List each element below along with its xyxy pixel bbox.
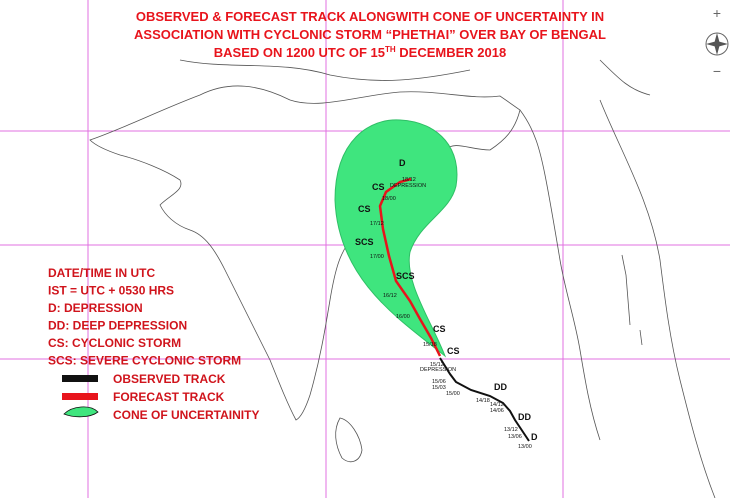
- title-line: BASED ON 1200 UTC OF 15TH DECEMBER 2018: [214, 45, 506, 60]
- forecast-label: 17/00: [370, 254, 384, 260]
- india: [89, 85, 521, 421]
- note: CS: CYCLONIC STORM: [48, 336, 181, 350]
- legend-label: OBSERVED TRACK: [113, 372, 226, 386]
- forecast-symbol: [62, 393, 98, 400]
- observed-label: 15/03: [432, 385, 446, 391]
- forecast-label: CS: [358, 204, 371, 214]
- forecast-label: SCS: [355, 237, 374, 247]
- forecast-label: 16/12: [383, 293, 397, 299]
- forecast-label: DEPRESSION: [390, 183, 426, 189]
- note: D: DEPRESSION: [48, 301, 143, 315]
- observed-label: 15/00: [446, 391, 460, 397]
- observed-label: D: [531, 432, 538, 442]
- forecast-label: 18/12: [402, 177, 416, 183]
- title-line: OBSERVED & FORECAST TRACK ALONGWITH CONE…: [136, 9, 604, 24]
- note: DD: DEEP DEPRESSION: [48, 319, 187, 333]
- observed-label: DD: [494, 382, 507, 392]
- cone-of-uncertainty: [334, 119, 458, 358]
- observed-label: 14/12: [490, 402, 504, 408]
- legend-label: FORECAST TRACK: [113, 390, 225, 404]
- forecast-label: CS: [447, 346, 460, 356]
- coastlines: [89, 59, 716, 498]
- forecast-label: 17/12: [370, 221, 384, 227]
- observed-track: [439, 357, 530, 442]
- forecast-label: 15/18: [423, 342, 437, 348]
- observed-label: DEPRESSION: [420, 367, 456, 373]
- zoom-out[interactable]: −: [713, 63, 721, 79]
- forecast-label: D: [399, 158, 406, 168]
- observed-label: 15/12: [430, 362, 444, 368]
- sri-lanka: [335, 417, 363, 463]
- observed-label: 14/18: [476, 398, 490, 404]
- compass-rose: [706, 33, 728, 55]
- note: SCS: SEVERE CYCLONIC STORM: [48, 354, 241, 368]
- forecast-label: CS: [433, 324, 446, 334]
- observed-label: 13/12: [504, 427, 518, 433]
- map-controls: + −: [705, 5, 729, 79]
- title-line: ASSOCIATION WITH CYCLONIC STORM “PHETHAI…: [134, 27, 606, 42]
- legend-symbols: [62, 375, 99, 418]
- forecast-label: 18/00: [382, 196, 396, 202]
- himalaya: [179, 59, 651, 96]
- title-text: BASED ON 1200 UTC OF 15: [214, 45, 385, 60]
- forecast-track: [378, 177, 442, 357]
- andaman-islands: [621, 254, 643, 346]
- myanmar-coast: [519, 99, 716, 498]
- title-text: DECEMBER 2018: [396, 45, 507, 60]
- forecast-label: SCS: [396, 271, 415, 281]
- legend-label: CONE OF UNCERTAINITY: [113, 408, 259, 422]
- note: DATE/TIME IN UTC: [48, 266, 155, 280]
- observed-label: 13/06: [508, 434, 522, 440]
- forecast-label: 16/00: [396, 314, 410, 320]
- zoom-in[interactable]: +: [713, 5, 721, 21]
- cone-symbol: [63, 406, 99, 418]
- note: IST = UTC + 0530 HRS: [48, 284, 174, 298]
- observed-label: DD: [518, 412, 531, 422]
- observed-symbol: [62, 375, 98, 382]
- observed-label: 15/06: [432, 379, 446, 385]
- observed-label: 14/06: [490, 408, 504, 414]
- forecast-label: CS: [372, 182, 385, 192]
- observed-label: 13/00: [518, 444, 532, 450]
- title-sup: TH: [385, 45, 396, 54]
